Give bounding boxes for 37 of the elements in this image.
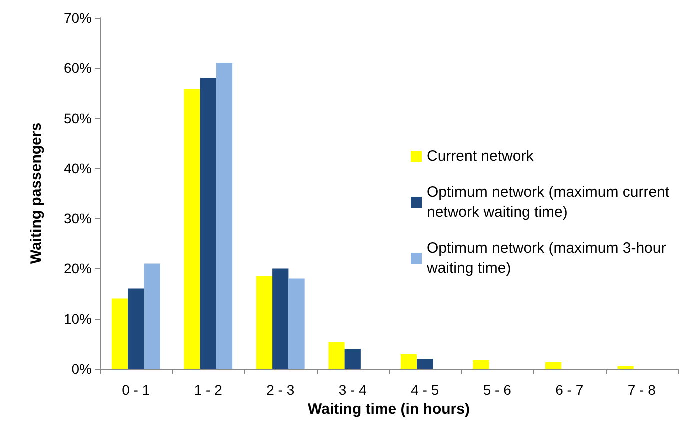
bar: [216, 63, 233, 369]
bar: [344, 348, 361, 369]
legend-label: Optimum network (maximum 3-hour waiting time): [426, 240, 670, 277]
x-tick-label: 5 - 6: [483, 382, 512, 398]
y-tick-label: 50%: [64, 110, 92, 126]
legend-label: Current network: [427, 148, 534, 165]
y-tick-label: 10%: [64, 310, 92, 327]
x-tick-label: 4 - 5: [411, 382, 440, 398]
bar: [112, 298, 128, 369]
bar: [144, 264, 160, 369]
bar: [256, 276, 273, 369]
x-tick-label: 6 - 7: [556, 382, 584, 398]
legend-label: Optimum network (maximum current network waiting time): [427, 184, 674, 221]
bar: [328, 342, 345, 369]
bar: [184, 89, 200, 369]
bar: [272, 268, 289, 369]
x-tick-label: 1 - 2: [194, 382, 223, 398]
x-axis-title: Waiting time (in hours): [308, 400, 470, 418]
y-axis-title: Waiting passengers: [28, 122, 45, 264]
y-tick-label: 30%: [64, 210, 92, 227]
bar: [400, 354, 418, 369]
bar: [618, 366, 634, 369]
y-tick-label: 20%: [64, 260, 92, 277]
bar: [288, 278, 305, 369]
y-tick-label: 0%: [72, 361, 92, 377]
y-tick-label: 60%: [64, 60, 92, 76]
x-tick-label: 0 - 1: [122, 382, 150, 398]
bar: [545, 362, 562, 369]
bar: [128, 288, 144, 369]
bar: [473, 360, 490, 369]
x-tick-label: 3 - 4: [338, 382, 368, 398]
x-tick-label: 2 - 3: [266, 382, 295, 398]
bar: [200, 78, 216, 369]
x-tick-label: 7 - 8: [628, 382, 656, 398]
y-tick-label: 40%: [64, 160, 92, 176]
bar: [417, 358, 434, 369]
y-tick-label: 70%: [64, 10, 92, 26]
